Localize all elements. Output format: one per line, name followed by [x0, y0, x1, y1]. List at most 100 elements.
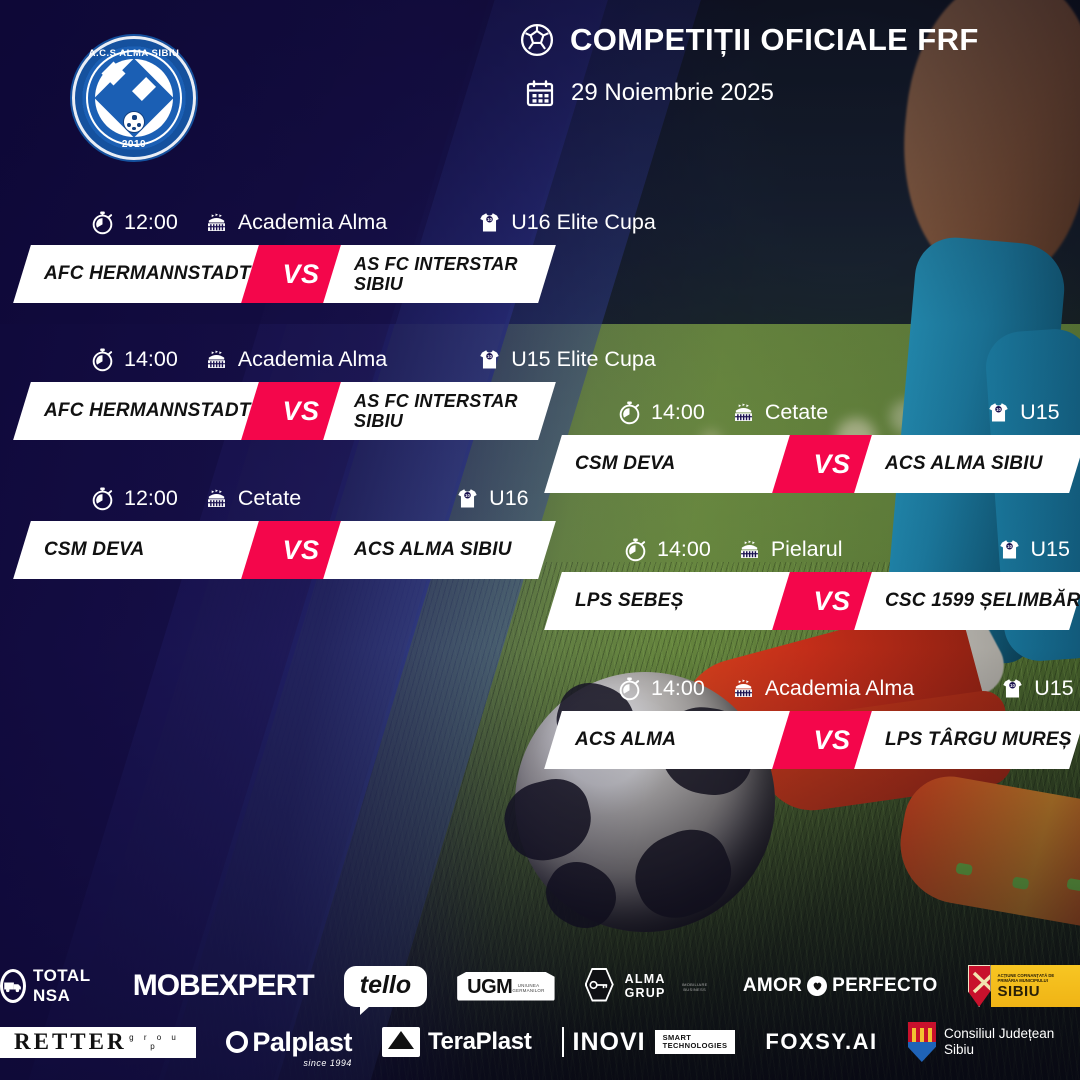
foxsy-ai-logo: FOXSY.AI — [765, 1029, 878, 1054]
svg-text:10: 10 — [487, 354, 492, 359]
inovi-text: INOVI — [572, 1027, 646, 1056]
perfecto-text: PERFECTO — [832, 975, 938, 996]
svg-text:10: 10 — [487, 217, 492, 222]
away-team-name: ACS ALMA SIBIU — [354, 539, 512, 561]
tello-logo: tello — [343, 965, 428, 1015]
match-meta: 14:00 — [623, 537, 1080, 562]
stopwatch-icon — [623, 537, 648, 562]
ugm-logo: UGM UNIUNEA GERMANILOR — [457, 971, 555, 1001]
vs-label: VS — [813, 585, 851, 616]
club-crest: A.C.S ALMA SIBIU 2010 — [72, 36, 196, 160]
date-row: 29 Noiembrie 2025 — [525, 78, 979, 108]
svg-text:10: 10 — [465, 493, 470, 498]
total-nsa-icon — [0, 969, 26, 1003]
match-meta: 12:00 — [90, 210, 656, 235]
away-team-name: AS FC INTERSTAR SIBIU — [354, 390, 518, 431]
match-row: AFC HERMANNSTADT VS AS FC INTERSTAR SIBI… — [12, 382, 556, 440]
palplast-subtext: since 1994 — [303, 1057, 352, 1068]
match-category-value: U15 Feminin — [1034, 676, 1080, 700]
judetean-crest-icon — [907, 1022, 936, 1062]
page-title-row: COMPETIȚII OFICIALE FRF — [520, 22, 979, 58]
amor-text: AMOR — [742, 975, 803, 996]
match-row: ACS ALMA VS LPS TÂRGU MUREȘ — [544, 711, 1080, 769]
match-card[interactable]: 14:00 — [544, 400, 1080, 493]
home-team-name: AFC HERMANNSTADT — [44, 263, 251, 285]
primaria-sibiu-text: SIBIU — [997, 983, 1041, 1001]
jersey-icon: 10 — [455, 486, 480, 511]
stadium-icon — [204, 210, 229, 235]
home-team-name: AFC HERMANNSTADT — [44, 400, 251, 422]
match-category-value: U15 — [1030, 537, 1070, 561]
alma-grup-logo: ALMA GRUP IMOBILIARE BUSINESS — [584, 967, 713, 1005]
jersey-icon: 10 — [986, 400, 1011, 425]
vs-label: VS — [282, 258, 320, 289]
home-team-name: CSM DEVA — [575, 453, 676, 475]
crest-founded-year: 2010 — [121, 139, 147, 150]
match-card[interactable]: 14:00 — [544, 676, 1080, 769]
mobexpert-logo: MOBEXPERT — [132, 969, 315, 1002]
retter-subtext: g r o u p — [129, 1032, 180, 1051]
sponsor-bar: TOTAL NSA MOBEXPERT tello UGM UNIUNEA GE… — [0, 958, 1080, 1070]
match-time-value: 12:00 — [124, 210, 178, 234]
home-team-name: CSM DEVA — [44, 539, 145, 561]
ugm-subtext: UNIUNEA GERMANILOR — [512, 982, 545, 993]
match-category: 10 U15 — [997, 537, 1070, 562]
home-team-name: ACS ALMA — [575, 729, 677, 751]
stadium-icon — [204, 486, 229, 511]
match-venue-value: Academia Alma — [237, 210, 388, 234]
teraplast-logo: TeraPlast — [381, 1027, 532, 1057]
match-venue: Academia Alma — [204, 210, 387, 235]
poster-header: COMPETIȚII OFICIALE FRF — [520, 22, 979, 108]
away-team-name: ACS ALMA SIBIU — [885, 453, 1043, 475]
vs-label: VS — [282, 534, 320, 565]
match-category-value: U16 — [489, 486, 529, 510]
match-time: 14:00 — [623, 537, 711, 562]
vs-label: VS — [813, 724, 851, 755]
stopwatch-icon — [90, 486, 115, 511]
match-venue: Pielarul — [737, 537, 843, 562]
match-meta: 14:00 — [617, 676, 1080, 701]
alma-grup-subtext: IMOBILIARE BUSINESS — [681, 981, 708, 992]
match-row: LPS SEBEȘ VS CSC 1599 ȘELIMBĂR — [544, 572, 1080, 630]
amor-perfecto-logo: AMOR PERFECTO — [743, 975, 938, 997]
match-time-value: 14:00 — [651, 676, 705, 700]
soccer-ball-icon — [520, 23, 554, 57]
total-nsa-text: TOTAL NSA — [33, 966, 91, 1005]
retter-text: RETTER — [14, 1028, 127, 1054]
alma-grup-text: ALMA GRUP — [624, 972, 666, 1000]
stadium-icon — [204, 347, 229, 372]
match-category: 10 U15 — [986, 400, 1060, 425]
match-card[interactable]: 12:00 — [12, 486, 556, 579]
palplast-text: Palplast since 1994 — [252, 1026, 352, 1068]
match-time: 14:00 — [617, 400, 705, 425]
match-time-value: 14:00 — [124, 347, 178, 371]
inovi-smart-technologies-logo: INOVI SMART TECHNOLOGIES — [561, 1027, 736, 1057]
match-meta: 14:00 — [90, 347, 656, 372]
jersey-icon: 10 — [477, 347, 502, 372]
match-category-value: U15 Elite Cupa — [511, 347, 656, 371]
palplast-logo: Palplast since 1994 — [226, 1026, 352, 1068]
consiliul-judetean-sibiu-logo: Consiliul Județean Sibiu — [907, 1022, 1080, 1062]
match-card[interactable]: 14:00 — [544, 537, 1080, 630]
ugm-text: UGM — [467, 975, 513, 998]
match-card[interactable]: 14:00 — [12, 347, 656, 440]
away-team-name: AS FC INTERSTAR SIBIU — [354, 253, 518, 294]
event-date: 29 Noiembrie 2025 — [571, 79, 774, 106]
match-venue-value: Pielarul — [770, 537, 843, 561]
jersey-icon: 10 — [1000, 676, 1025, 701]
vs-label: VS — [282, 395, 320, 426]
match-venue: Academia Alma — [731, 676, 914, 701]
match-card[interactable]: 12:00 — [12, 210, 656, 303]
match-venue-value: Academia Alma — [764, 676, 915, 700]
match-venue: Academia Alma — [204, 347, 387, 372]
crest-club-name: A.C.S ALMA SIBIU — [88, 48, 180, 59]
home-team-name: LPS SEBEȘ — [575, 590, 684, 612]
match-venue-value: Cetate — [237, 486, 302, 510]
retter-group-logo: RETTER g r o u p — [0, 1026, 197, 1058]
teraplast-text: TeraPlast — [427, 1028, 532, 1055]
sponsor-row-1: TOTAL NSA MOBEXPERT tello UGM UNIUNEA GE… — [0, 958, 1080, 1015]
inovi-technologies-text: TECHNOLOGIES — [662, 1041, 728, 1050]
inovi-smart-text: SMART — [662, 1032, 692, 1042]
stopwatch-icon — [617, 676, 642, 701]
